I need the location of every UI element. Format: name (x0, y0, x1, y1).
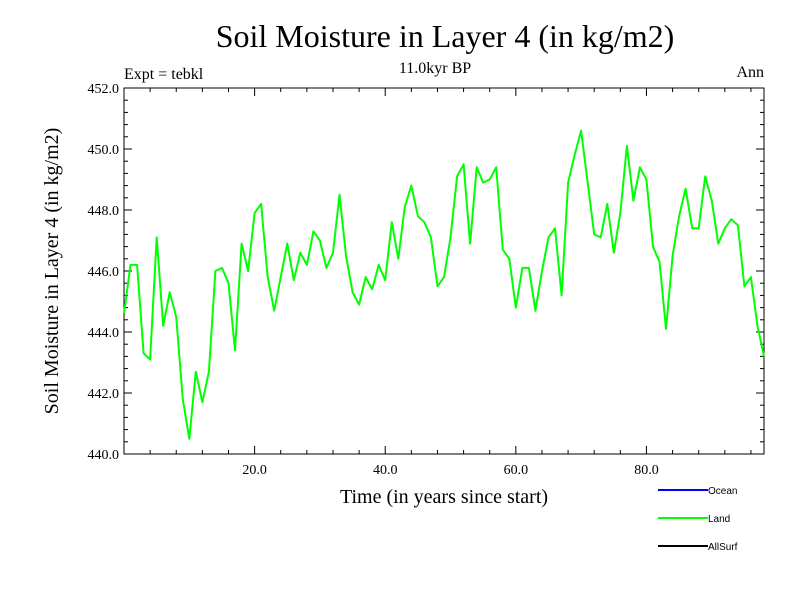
axis-ticks (124, 87, 764, 455)
x-tick-label: 60.0 (504, 463, 529, 478)
y-tick-label: 448.0 (88, 204, 120, 219)
x-axis-label: Time (in years since start) (340, 486, 548, 508)
legend-label-land: Land (708, 514, 730, 525)
series-line-land (123, 129, 765, 440)
y-tick-label: 452.0 (88, 82, 120, 97)
y-tick-label: 440.0 (88, 448, 120, 463)
x-tick-labels: 20.0 40.0 60.0 80.0 (242, 463, 658, 478)
period-label: 11.0kyr BP (399, 60, 471, 77)
series-layer (123, 129, 765, 440)
legend-label-allsurf: AllSurf (708, 542, 738, 553)
y-tick-labels: 440.0 442.0 444.0 446.0 448.0 450.0 452.0 (88, 82, 120, 463)
chart-title: Soil Moisture in Layer 4 (in kg/m2) (216, 18, 675, 54)
experiment-label: Expt = tebkl (124, 66, 204, 83)
x-tick-label: 20.0 (242, 463, 267, 478)
season-label: Ann (736, 64, 764, 81)
y-tick-label: 442.0 (88, 387, 120, 402)
x-tick-label: 40.0 (373, 463, 398, 478)
y-tick-label: 446.0 (88, 265, 120, 280)
y-axis-label: Soil Moisture in Layer 4 (in kg/m2) (41, 128, 63, 415)
y-tick-label: 444.0 (88, 326, 120, 341)
legend-label-ocean: Ocean (708, 486, 737, 497)
legend: Ocean Land AllSurf (658, 486, 738, 553)
x-tick-label: 80.0 (634, 463, 659, 478)
y-tick-label: 450.0 (88, 143, 120, 158)
